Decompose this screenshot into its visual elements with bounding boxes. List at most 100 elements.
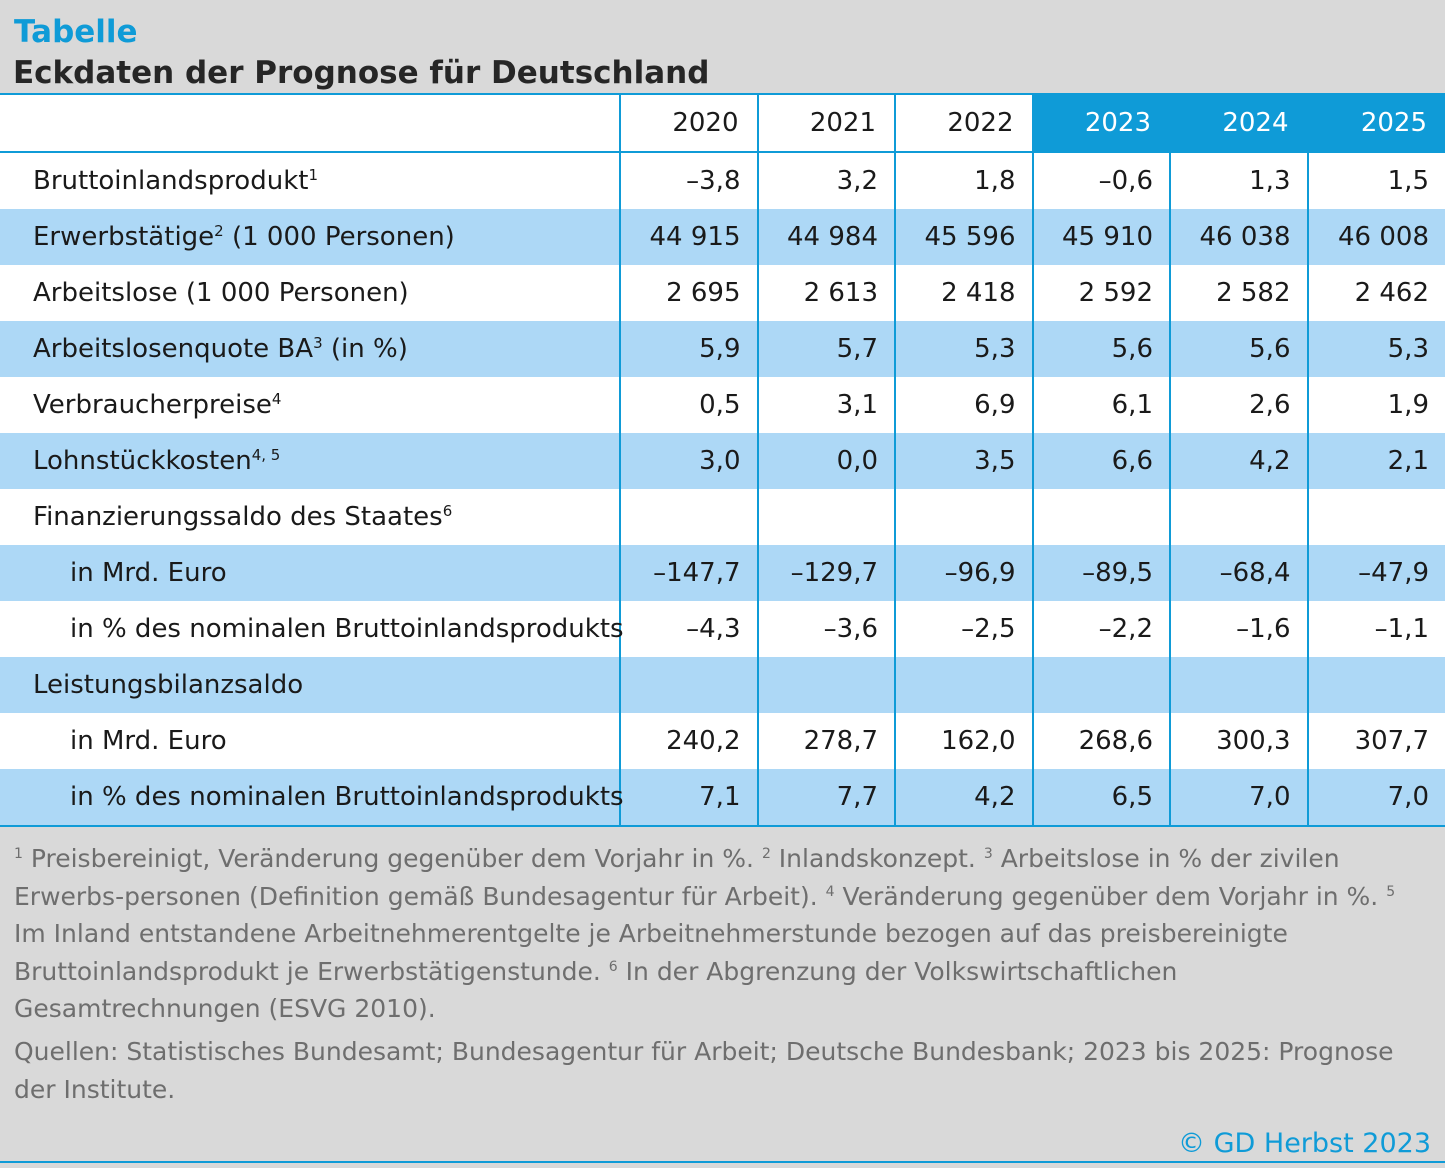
value-cell-2023: 6,1 [1031,377,1170,433]
value-cell-2024 [1169,657,1308,713]
footnote-marker: 4 [825,883,835,900]
value-cell-2021: –3,6 [756,601,895,657]
value-cell-2024: 46 038 [1169,209,1308,265]
value-cell-2020: –4,3 [619,601,758,657]
value-cell-2021 [756,489,895,545]
value-cell-2021: 3,1 [756,377,895,433]
value-cell-2020 [619,657,758,713]
value-cell-2021: 2 613 [756,265,895,321]
value-cell-2020: 0,5 [619,377,758,433]
footnote-text: Im Inland entstandene Arbeitnehmerentgel… [14,919,1288,986]
footnote-ref: 4, 5 [251,446,281,464]
value-cell-2024: –1,6 [1169,601,1308,657]
value-cell-2020: 44 915 [619,209,758,265]
value-cell-2022: 162,0 [894,713,1033,769]
value-cell-2025: –1,1 [1306,601,1445,657]
table-row: Finanzierungssaldo des Staates6 [0,489,1445,545]
value-cell-2025: 1,5 [1306,152,1445,209]
footnote-marker: 5 [1386,883,1396,900]
value-cell-2022: 2 418 [894,265,1033,321]
footnote-text: In der Abgrenzung der Volkswirtschaftlic… [14,956,1178,1024]
footnote-marker: 1 [14,846,23,862]
footnote-ref: 2 [214,222,224,240]
footnote-marker: 6 [608,958,618,975]
sources-note: Quellen: Statistisches Bundesamt; Bundes… [14,1037,1394,1104]
value-cell-2025: 2 462 [1306,265,1445,321]
value-cell-2023: 268,6 [1031,713,1170,769]
value-cell-2022: –96,9 [894,545,1033,601]
year-header-2021: 2021 [756,93,895,153]
value-cell-2021 [756,657,895,713]
value-cell-2022 [894,657,1033,713]
value-cell-2025: 1,9 [1306,377,1445,433]
header-label-cell [0,93,620,153]
footnote-ref: 3 [313,334,323,352]
value-cell-2024: 2 582 [1169,265,1308,321]
row-label: in Mrd. Euro [0,545,620,601]
year-header-2024: 2024 [1169,93,1308,153]
value-cell-2023: 5,6 [1031,321,1170,377]
value-cell-2021: 3,2 [756,152,895,209]
table-row: Erwerbstätige2 (1 000 Personen) 44 915 44 … [0,209,1445,265]
value-cell-2023: –0,6 [1031,152,1170,209]
value-cell-2023: 6,5 [1031,769,1170,827]
value-cell-2023 [1031,489,1170,545]
table-row: in Mrd. Euro 240,2 278,7 162,0 268,6 300,3 307… [0,713,1445,769]
table-row: Verbraucherpreise4 0,5 3,1 6,9 6,1 2,6 1,9 [0,377,1445,433]
value-cell-2025: –47,9 [1306,545,1445,601]
row-label: Arbeitslose (1 000 Personen) [0,265,620,321]
value-cell-2025: 46 008 [1306,209,1445,265]
value-cell-2021: 5,7 [756,321,895,377]
row-label: Arbeitslosenquote BA3 (in %) [0,321,620,377]
value-cell-2024: 1,3 [1169,152,1308,209]
value-cell-2023 [1031,657,1170,713]
row-label: in % des nominalen Bruttoinlandsprodukts [0,601,624,657]
value-cell-2020: 2 695 [619,265,758,321]
footnote-text: Arbeitslose in % der zivilen Erwerbs-per… [14,844,1340,911]
forecast-table: 2020 2021 2022 2023 2024 2025 Bruttoinlandspr… [0,93,1445,827]
row-label: Leistungsbilanzsaldo [0,657,620,713]
table-title: Tabelle [14,14,138,50]
value-cell-2020: 240,2 [619,713,758,769]
table-row: in Mrd. Euro –147,7 –129,7 –96,9 –89,5 –68,4–… [0,545,1445,601]
year-header-2020: 2020 [619,93,758,153]
value-cell-2021: 44 984 [756,209,895,265]
value-cell-2021: 278,7 [756,713,895,769]
year-header-2022: 2022 [894,93,1033,153]
table-row: in % des nominalen Bruttoinlandsprodukts… [0,601,1445,657]
value-cell-2022: 6,9 [894,377,1033,433]
value-cell-2024: 5,6 [1169,321,1308,377]
copyright-notice: © GD Herbst 2023 [1178,1128,1431,1159]
table-row: in % des nominalen Bruttoinlandsprodukts… [0,769,1445,827]
value-cell-2025: 5,3 [1306,321,1445,377]
value-cell-2020: 7,1 [619,769,758,827]
row-label: Verbraucherpreise4 [0,377,620,433]
footnote-ref: 6 [442,502,453,520]
header-row: 2020 2021 2022 2023 2024 2025 [0,93,1445,153]
row-label: Finanzierungssaldo des Staates6 [0,489,620,545]
value-cell-2024: 4,2 [1169,433,1308,489]
footnote-marker: 3 [983,846,993,862]
row-label: Lohnstückkosten4, 5 [0,433,620,489]
value-cell-2022: 45 596 [894,209,1033,265]
value-cell-2021: –129,7 [756,545,895,601]
value-cell-2023: 45 910 [1031,209,1170,265]
value-cell-2020: –3,8 [619,152,758,209]
value-cell-2024: 7,0 [1169,769,1308,827]
table-row: Arbeitslosenquote BA3 (in %) 5,9 5,7 5,3 5,6… [0,321,1445,377]
table-row: Lohnstückkosten4, 5 3,0 0,0 3,5 6,6 4,2 2,1 [0,433,1445,489]
value-cell-2023: 2 592 [1031,265,1170,321]
value-cell-2020: 3,0 [619,433,758,489]
footnote-text: Preisbereinigt, Veränderung gegenüber de… [22,844,762,873]
value-cell-2023: 6,6 [1031,433,1170,489]
year-header-2023: 2023 [1031,93,1170,153]
value-cell-2025 [1306,489,1445,545]
row-label: Erwerbstätige2 (1 000 Personen) [0,209,620,265]
table-body: Bruttoinlandsprodukt1 –3,8 3,2 1,8 –0,6 1,3 1,… [0,152,1445,827]
value-cell-2024 [1169,489,1308,545]
footnote-ref: 1 [308,166,318,184]
table-row: Arbeitslose (1 000 Personen) 2 695 2 613 2 … [0,265,1445,321]
value-cell-2024: 300,3 [1169,713,1308,769]
value-cell-2020: –147,7 [619,545,758,601]
value-cell-2022: 1,8 [894,152,1033,209]
